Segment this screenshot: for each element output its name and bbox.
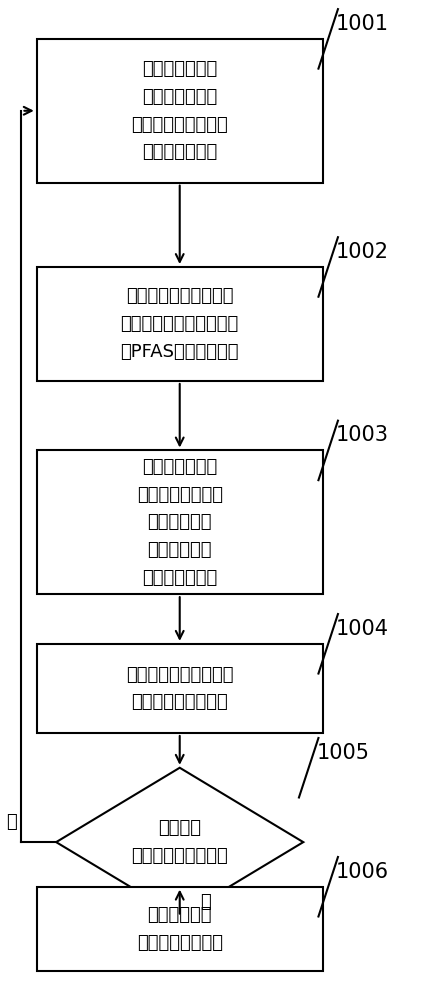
Text: 1006: 1006 [336,862,389,882]
Text: 的总有机氟化物的量: 的总有机氟化物的量 [131,693,228,711]
Text: 消解为一定量: 消解为一定量 [147,541,212,559]
Polygon shape [56,768,303,916]
Text: 使用固相萨取对样品中: 使用固相萨取对样品中 [126,287,234,305]
Text: 使用离子交换盒: 使用离子交换盒 [142,60,218,78]
Text: 的总有机氟化物: 的总有机氟化物 [142,569,218,587]
Text: 总有机氟化物的量？: 总有机氟化物的量？ [131,847,228,865]
Text: 是: 是 [200,893,211,911]
Text: 1004: 1004 [336,619,389,639]
Text: 多氟烷基物质: 多氟烷基物质 [147,513,212,531]
Bar [37,267,323,381]
Text: 一个或多个从样品中: 一个或多个从样品中 [131,116,228,134]
Text: （PFAS）进行预浓缩: （PFAS）进行预浓缩 [120,343,239,361]
Text: 去除无机氟化物: 去除无机氟化物 [142,143,218,161]
Text: 反电极将至少一种: 反电极将至少一种 [137,486,223,504]
Text: 否: 否 [6,813,17,831]
Text: 使用工作电极和: 使用工作电极和 [142,458,218,476]
Text: 总有机氟化物的量: 总有机氟化物的量 [137,934,223,952]
Text: 1005: 1005 [316,743,369,763]
Text: 的至少一种多氟烷基物质: 的至少一种多氟烷基物质 [121,315,239,333]
Text: 可以确定: 可以确定 [158,819,201,837]
Bar [37,644,323,733]
Bar [37,39,323,183]
Text: 输出所测量的: 输出所测量的 [147,906,212,924]
Bar [37,450,323,594]
Text: 1001: 1001 [336,14,389,34]
Text: 1002: 1002 [336,242,389,262]
Text: 和排除装置中的: 和排除装置中的 [142,88,218,106]
Text: 使用分析仪确定样品中: 使用分析仪确定样品中 [126,666,234,684]
Bar [37,887,323,971]
Text: 1003: 1003 [336,425,389,445]
